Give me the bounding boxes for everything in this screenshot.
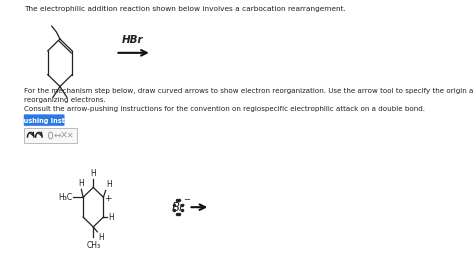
Text: Arrow-pushing Instructions: Arrow-pushing Instructions — [0, 118, 95, 124]
Text: H: H — [78, 179, 84, 188]
Text: Br: Br — [172, 201, 184, 214]
Text: H: H — [108, 212, 114, 222]
Text: Consult the arrow-pushing instructions for the convention on regiospecific elect: Consult the arrow-pushing instructions f… — [24, 106, 425, 112]
Text: For the mechanism step below, draw curved arrows to show electron reorganization: For the mechanism step below, draw curve… — [24, 88, 474, 94]
Text: ✕: ✕ — [66, 131, 73, 140]
Text: +: + — [105, 194, 112, 203]
Text: H: H — [106, 180, 112, 189]
Text: −: − — [182, 195, 190, 204]
Text: CH₃: CH₃ — [86, 241, 100, 250]
Text: reorganizing electrons.: reorganizing electrons. — [24, 97, 106, 103]
Text: HBr: HBr — [122, 35, 143, 45]
FancyBboxPatch shape — [24, 114, 64, 126]
Text: The electrophilic addition reaction shown below involves a carbocation rearrange: The electrophilic addition reaction show… — [24, 6, 346, 12]
Text: ↔: ↔ — [53, 131, 61, 140]
Text: H₃C: H₃C — [58, 193, 72, 202]
Bar — [24, 128, 77, 143]
Text: H: H — [98, 233, 104, 242]
Text: H: H — [91, 169, 96, 179]
Text: ×: × — [59, 130, 67, 140]
